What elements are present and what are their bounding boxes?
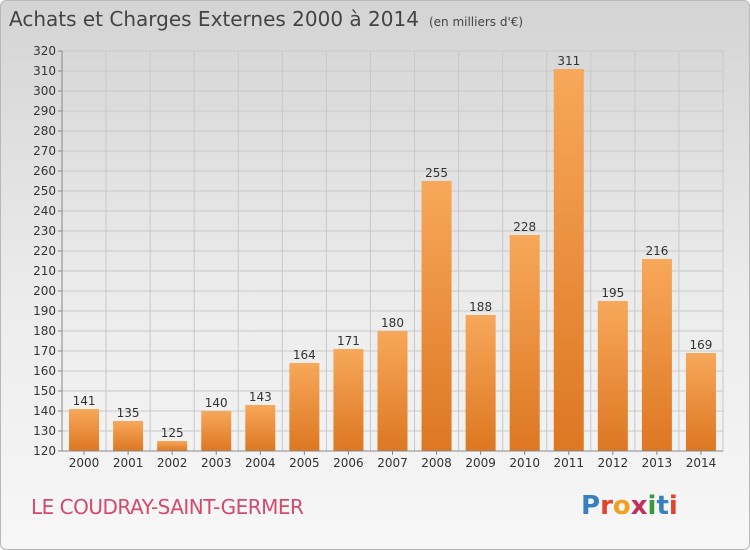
logo-letter: i <box>668 491 678 521</box>
y-tick-label: 130 <box>33 424 56 438</box>
y-tick-label: 300 <box>33 84 56 98</box>
y-tick-label: 260 <box>33 164 56 178</box>
data-label: 216 <box>645 244 668 258</box>
x-tick-label: 2004 <box>245 456 276 470</box>
bar <box>421 181 452 451</box>
x-tick-label: 2003 <box>201 456 232 470</box>
y-tick-label: 270 <box>33 144 56 158</box>
bar <box>509 235 540 451</box>
bar <box>157 441 188 451</box>
x-tick-label: 2005 <box>289 456 320 470</box>
logo-letter: t <box>656 491 669 521</box>
data-label: 169 <box>690 338 713 352</box>
title-text: Achats et Charges Externes 2000 à 2014 <box>9 7 419 31</box>
x-tick-label: 2010 <box>509 456 540 470</box>
bar <box>245 405 276 451</box>
x-tick-label: 2002 <box>157 456 188 470</box>
bar <box>553 69 584 451</box>
x-tick-label: 2008 <box>421 456 452 470</box>
x-tick-label: 2012 <box>598 456 629 470</box>
y-tick-label: 320 <box>33 44 56 58</box>
y-tick-label: 290 <box>33 104 56 118</box>
data-label: 135 <box>117 406 140 420</box>
data-label: 143 <box>249 390 272 404</box>
x-tick-label: 2001 <box>113 456 144 470</box>
bar <box>641 259 672 451</box>
y-tick-label: 250 <box>33 184 56 198</box>
x-tick-label: 2011 <box>553 456 584 470</box>
bar-chart: 141 135 125 140 143 164 171 180 255 188 228 311 195 2… <box>33 44 724 470</box>
bar <box>113 421 144 451</box>
logo-letter: r <box>600 491 613 521</box>
data-label: 255 <box>425 166 448 180</box>
y-tick-label: 220 <box>33 244 56 258</box>
chart-title: Achats et Charges Externes 2000 à 2014 (e… <box>9 7 523 31</box>
data-label: 228 <box>513 220 536 234</box>
bar <box>69 409 100 451</box>
y-tick-label: 190 <box>33 304 56 318</box>
town-name: LE COUDRAY-SAINT-GERMER <box>31 495 304 519</box>
proxiti-logo[interactable]: Proxiti <box>581 491 678 521</box>
title-unit: (en milliers d'€) <box>428 15 524 29</box>
y-tick-label: 180 <box>33 324 56 338</box>
data-label: 171 <box>337 334 360 348</box>
y-tick-label: 310 <box>33 64 56 78</box>
bar <box>597 301 628 451</box>
bar <box>333 349 364 451</box>
logo-letter: P <box>581 491 601 521</box>
data-label: 141 <box>73 394 96 408</box>
data-label: 195 <box>601 286 624 300</box>
bar <box>201 411 232 451</box>
y-tick-label: 200 <box>33 284 56 298</box>
data-label: 311 <box>557 54 580 68</box>
data-label: 125 <box>161 426 184 440</box>
data-label: 140 <box>205 396 228 410</box>
y-tick-label: 210 <box>33 264 56 278</box>
x-tick-label: 2013 <box>642 456 673 470</box>
y-tick-label: 230 <box>33 224 56 238</box>
logo-letter: i <box>647 491 657 521</box>
x-tick-label: 2014 <box>686 456 717 470</box>
y-tick-label: 280 <box>33 124 56 138</box>
x-tick-label: 2007 <box>377 456 408 470</box>
y-tick-label: 240 <box>33 204 56 218</box>
y-tick-label: 170 <box>33 344 56 358</box>
y-tick-label: 120 <box>33 444 56 458</box>
bar <box>685 353 716 451</box>
logo-letter: o <box>612 491 631 521</box>
y-tick-label: 160 <box>33 364 56 378</box>
y-tick-label: 140 <box>33 404 56 418</box>
logo-letter: x <box>630 491 648 521</box>
data-label: 180 <box>381 316 404 330</box>
bar <box>465 315 496 451</box>
x-tick-label: 2000 <box>69 456 100 470</box>
y-tick-label: 150 <box>33 384 56 398</box>
x-tick-label: 2009 <box>465 456 496 470</box>
bar <box>377 331 408 451</box>
data-label: 164 <box>293 348 316 362</box>
x-tick-label: 2006 <box>333 456 364 470</box>
bar <box>289 363 320 451</box>
data-label: 188 <box>469 300 492 314</box>
